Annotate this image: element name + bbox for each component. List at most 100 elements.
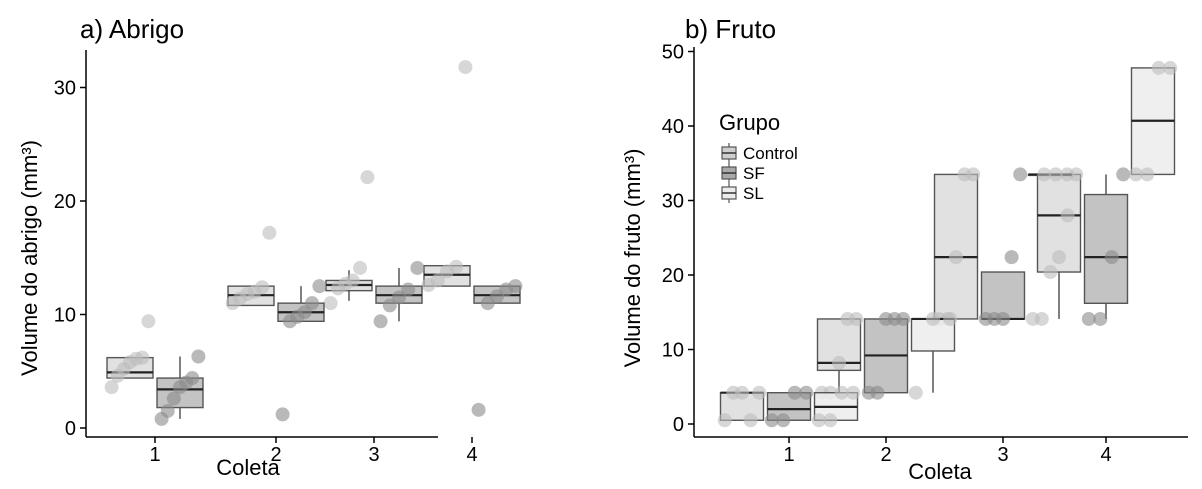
data-point: [104, 380, 119, 395]
panel-b-x-tick-label: 2: [880, 444, 891, 466]
data-point: [764, 413, 779, 428]
panel-b-y-tick-label: 40: [662, 116, 684, 138]
panel-b-box-control: [717, 385, 767, 428]
data-point: [896, 311, 911, 326]
panel-b-x-tick-label: 3: [997, 444, 1008, 466]
panel-b-box-control: [931, 167, 981, 326]
panel-b-x-axis-title: Coleta: [908, 459, 972, 484]
panel-a-y-tick-label: 20: [54, 191, 76, 213]
panel-a-title: a) Abrigo: [80, 14, 184, 44]
panel-a-x-axis-title: Coleta: [216, 455, 280, 480]
data-point: [966, 167, 981, 182]
data-point: [1140, 167, 1155, 182]
data-point: [1104, 250, 1119, 265]
panel-b-y-tick-label: 30: [662, 191, 684, 213]
data-point: [743, 413, 758, 428]
data-point: [926, 311, 940, 326]
data-point: [1013, 167, 1028, 182]
data-point: [834, 385, 849, 400]
data-point: [312, 279, 327, 294]
data-point: [1004, 250, 1019, 265]
data-point: [811, 413, 826, 428]
panel-b-box-control: [1034, 167, 1084, 326]
panel-b-box-sf: [764, 385, 814, 428]
panel-a-y-tick-label: 30: [54, 78, 76, 100]
data-point: [191, 349, 206, 364]
panel-a-y-tick-label: 10: [54, 305, 76, 327]
panel-a-box-control: [225, 225, 277, 311]
data-point: [353, 260, 368, 275]
data-point: [449, 259, 464, 274]
panel-a-box-control: [421, 60, 473, 292]
data-point: [1163, 60, 1178, 75]
legend-item-control: Control: [721, 143, 798, 163]
data-point: [262, 225, 277, 240]
panel-a-box-control: [323, 170, 375, 311]
data-point: [275, 407, 290, 422]
data-point: [799, 385, 814, 400]
data-point: [166, 391, 181, 406]
panel-a-box-sf: [373, 260, 425, 329]
data-point: [1060, 167, 1075, 182]
panel-b-box-sl: [1025, 167, 1075, 326]
data-point: [776, 413, 791, 428]
data-point: [1052, 250, 1066, 265]
data-point: [908, 385, 923, 400]
data-point: [382, 298, 397, 313]
panel-b-box-sl: [1128, 60, 1178, 182]
data-point: [471, 402, 486, 417]
legend-label: SL: [743, 184, 764, 203]
panel-a: a) Abrigo Coleta Volume do abrigo (mm³) …: [17, 14, 523, 480]
data-point: [1025, 311, 1040, 326]
data-point: [392, 290, 406, 305]
panel-a-x-tick-label: 3: [368, 444, 379, 466]
panel-a-y-axis-title: Volume do abrigo (mm³): [17, 140, 42, 376]
panel-a-x-tick-label: 2: [270, 444, 281, 466]
data-point: [401, 282, 416, 297]
data-point: [345, 273, 360, 288]
box-body: [933, 173, 979, 320]
legend-label: SF: [743, 164, 765, 183]
data-point: [949, 250, 963, 265]
panel-a-marks: 0 10 20 30 1 2 3 4: [54, 60, 523, 466]
data-point: [410, 260, 425, 275]
data-point: [1037, 167, 1052, 182]
legend-item-sl: SL: [721, 183, 764, 203]
data-point: [458, 60, 473, 75]
panel-a-box-sf: [154, 349, 206, 426]
panel-b: b) Fruto Coleta Volume do fruto (mm³) 0 1…: [620, 14, 1188, 484]
data-point: [373, 314, 388, 329]
panel-b-y-tick-label: 50: [662, 42, 684, 64]
panel-b-y-tick-label: 20: [662, 265, 684, 287]
data-point: [160, 403, 175, 418]
panel-a-x-tick-label: 1: [149, 444, 160, 466]
data-point: [870, 385, 885, 400]
data-point: [185, 371, 200, 386]
data-point: [1093, 311, 1108, 326]
data-point: [996, 311, 1010, 326]
data-point: [1128, 167, 1143, 182]
data-point: [135, 350, 150, 365]
data-point: [508, 279, 523, 294]
legend-item-sf: SF: [721, 163, 765, 183]
data-point: [823, 413, 838, 428]
data-point: [717, 413, 732, 428]
data-point: [255, 280, 270, 295]
data-point: [323, 296, 338, 311]
legend-label: Control: [743, 144, 798, 163]
panel-b-y-axis-title: Volume do fruto (mm³): [620, 149, 645, 368]
panel-a-x-tick-label: 4: [466, 444, 477, 466]
panel-b-box-sf: [1081, 167, 1131, 326]
data-point: [360, 170, 375, 185]
data-point: [787, 385, 802, 400]
panel-b-x-tick-label: 4: [1100, 444, 1111, 466]
data-point: [1048, 167, 1063, 182]
panel-b-box-sl: [908, 311, 958, 400]
panel-b-box-sf: [978, 167, 1028, 326]
panel-b-marks: 0 10 20 30 40 50 1 2 3 4: [662, 42, 1178, 466]
data-point: [832, 355, 846, 370]
data-point: [1060, 208, 1075, 223]
